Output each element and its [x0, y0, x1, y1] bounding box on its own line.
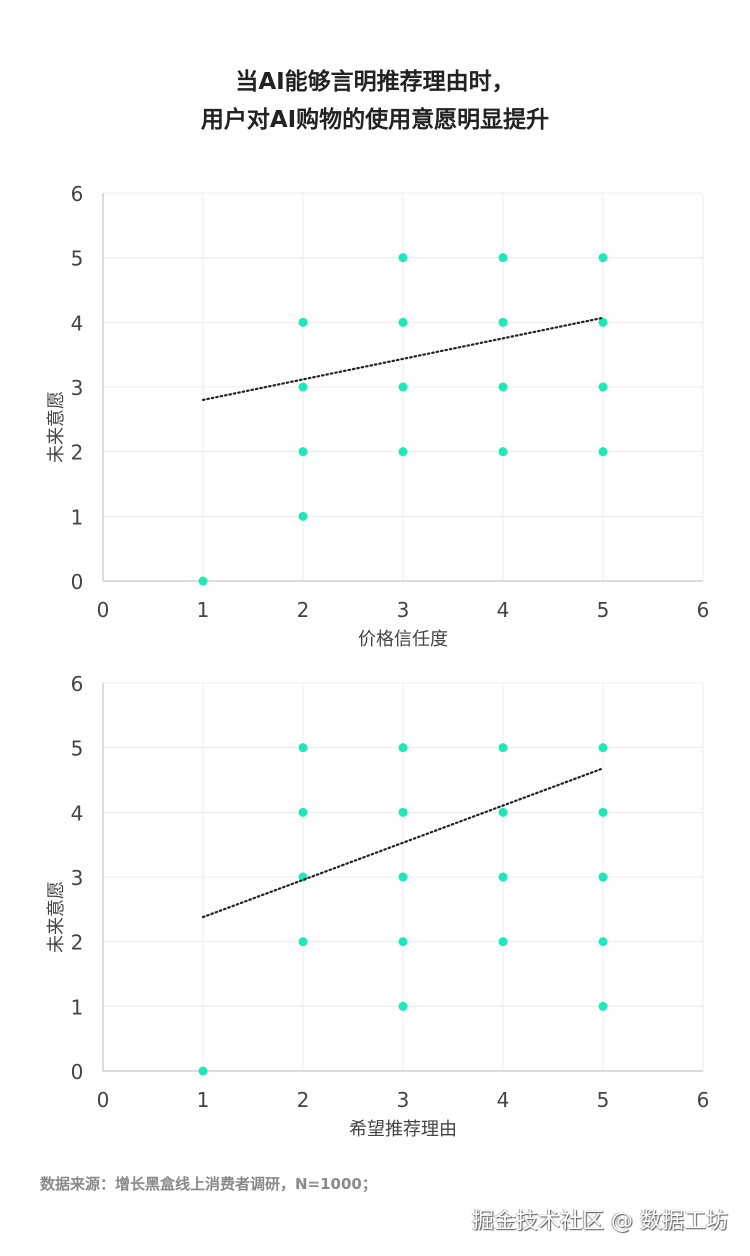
data-point [598, 382, 608, 392]
x-axis-label: 希望推荐理由 [349, 1119, 457, 1140]
data-point [198, 1066, 208, 1076]
y-tick-label: 1 [71, 995, 84, 1019]
y-tick-label: 6 [71, 672, 84, 696]
data-point [298, 382, 308, 392]
y-tick-label: 3 [71, 866, 84, 890]
x-tick-label: 2 [297, 598, 310, 622]
data-point [598, 743, 608, 753]
data-point [398, 317, 408, 327]
x-tick-label: 5 [597, 598, 610, 622]
x-tick-label: 1 [197, 598, 210, 622]
data-point [298, 937, 308, 947]
data-point [298, 317, 308, 327]
y-axis-label: 未来意愿 [46, 391, 67, 463]
data-source-note: 数据来源：增长黑盒线上消费者调研，N=1000； [40, 1175, 377, 1193]
x-axis-label: 价格信任度 [358, 629, 448, 650]
scatter-chart-price-trust: 0 1 2 3 4 5 6 0 1 2 3 4 5 6 价格信任度 未来意愿 [46, 182, 710, 650]
scatter-chart-want-reasons: 0 1 2 3 4 5 6 0 1 2 3 4 5 6 希望推荐理由 未来意愿 [46, 672, 710, 1140]
data-point [598, 1001, 608, 1011]
data-point [398, 807, 408, 817]
x-tick-label: 6 [697, 1088, 710, 1112]
x-tick-label: 0 [97, 1088, 110, 1112]
x-tick-label: 4 [497, 598, 510, 622]
trendline [201, 767, 605, 919]
data-point [598, 253, 608, 263]
data-point [398, 937, 408, 947]
y-tick-label: 6 [71, 182, 84, 206]
data-point [298, 807, 308, 817]
y-tick-label: 5 [71, 737, 84, 761]
data-point [598, 317, 608, 327]
data-point [298, 511, 308, 521]
data-point [598, 807, 608, 817]
data-point [498, 807, 508, 817]
y-tick-label: 3 [71, 376, 84, 400]
x-tick-label: 6 [697, 598, 710, 622]
data-point [498, 382, 508, 392]
trendline [201, 316, 605, 402]
data-point [498, 937, 508, 947]
y-tick-label: 0 [71, 1060, 84, 1084]
x-tick-label: 3 [397, 598, 410, 622]
x-tick-label: 0 [97, 598, 110, 622]
y-tick-label: 0 [71, 570, 84, 594]
x-tick-label: 5 [597, 1088, 610, 1112]
data-point [598, 872, 608, 882]
x-tick-label: 2 [297, 1088, 310, 1112]
data-point [298, 447, 308, 457]
data-point [598, 447, 608, 457]
y-tick-label: 2 [71, 931, 84, 955]
chart-title-line-2: 用户对AI购物的使用意愿明显提升 [200, 107, 550, 133]
y-tick-label: 1 [71, 505, 84, 529]
data-point [498, 743, 508, 753]
y-axis-label: 未来意愿 [46, 881, 67, 953]
data-point [298, 743, 308, 753]
data-point [398, 382, 408, 392]
chart-title-line-1: 当AI能够言明推荐理由时， [235, 69, 515, 95]
y-tick-label: 5 [71, 247, 84, 271]
y-tick-label: 4 [71, 311, 84, 335]
data-point [398, 447, 408, 457]
x-tick-label: 1 [197, 1088, 210, 1112]
y-tick-label: 4 [71, 801, 84, 825]
data-point [498, 317, 508, 327]
x-tick-label: 4 [497, 1088, 510, 1112]
data-point [498, 447, 508, 457]
data-point [498, 253, 508, 263]
data-point [498, 872, 508, 882]
data-point [398, 743, 408, 753]
data-point [398, 872, 408, 882]
x-tick-label: 3 [397, 1088, 410, 1112]
watermark: 掘金技术社区 @ 数据工坊 [472, 1209, 728, 1234]
y-tick-label: 2 [71, 441, 84, 465]
data-point [198, 576, 208, 586]
data-point [398, 1001, 408, 1011]
data-point [598, 937, 608, 947]
data-point [398, 253, 408, 263]
